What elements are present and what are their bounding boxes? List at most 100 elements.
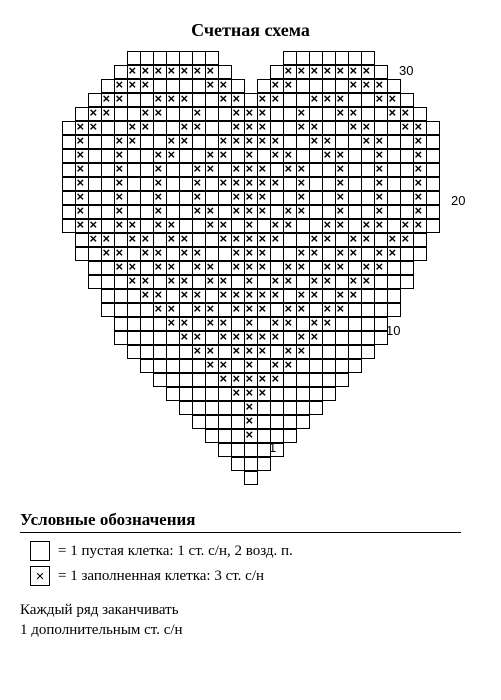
filled-cell — [153, 219, 167, 233]
filled-cell — [283, 275, 297, 289]
empty-cell — [127, 93, 141, 107]
filled-cell — [309, 289, 323, 303]
spacer — [322, 415, 336, 429]
empty-cell — [140, 191, 154, 205]
empty-cell — [335, 331, 349, 345]
spacer — [413, 415, 427, 429]
empty-cell — [192, 415, 206, 429]
empty-cell — [322, 359, 336, 373]
empty-cell — [192, 387, 206, 401]
empty-cell — [166, 359, 180, 373]
empty-cell — [296, 219, 310, 233]
row-number-label: 10 — [386, 323, 400, 338]
spacer — [75, 303, 89, 317]
empty-cell — [231, 429, 245, 443]
filled-cell — [361, 79, 375, 93]
spacer — [218, 51, 232, 65]
spacer — [374, 345, 388, 359]
empty-cell — [296, 135, 310, 149]
empty-cell — [179, 163, 193, 177]
spacer — [335, 401, 349, 415]
empty-cell — [348, 359, 362, 373]
filled-cell — [322, 233, 336, 247]
empty-cell — [374, 303, 388, 317]
spacer — [335, 415, 349, 429]
spacer — [270, 51, 284, 65]
empty-cell — [322, 345, 336, 359]
filled-cell — [309, 135, 323, 149]
spacer — [88, 415, 102, 429]
row-number-label: 1 — [269, 440, 276, 455]
empty-cell — [361, 149, 375, 163]
spacer — [270, 457, 284, 471]
spacer — [426, 261, 440, 275]
legend-title: Условные обозначения — [20, 510, 461, 533]
empty-cell — [257, 401, 271, 415]
empty-cell — [140, 303, 154, 317]
spacer — [75, 373, 89, 387]
filled-cell — [218, 233, 232, 247]
spacer — [413, 261, 427, 275]
empty-cell — [387, 205, 401, 219]
empty-cell — [179, 373, 193, 387]
empty-cell — [387, 303, 401, 317]
empty-cell — [309, 359, 323, 373]
spacer — [75, 289, 89, 303]
spacer — [348, 415, 362, 429]
spacer — [335, 471, 349, 485]
filled-cell — [335, 303, 349, 317]
spacer — [62, 79, 76, 93]
spacer — [296, 457, 310, 471]
spacer — [62, 233, 76, 247]
empty-cell — [166, 387, 180, 401]
spacer — [244, 51, 258, 65]
filled-cell — [205, 317, 219, 331]
empty-cell — [426, 205, 440, 219]
spacer — [127, 387, 141, 401]
spacer — [413, 443, 427, 457]
spacer — [413, 65, 427, 79]
empty-cell — [348, 191, 362, 205]
chart-row — [62, 429, 439, 443]
empty-cell — [322, 331, 336, 345]
spacer — [426, 289, 440, 303]
spacer — [374, 373, 388, 387]
spacer — [348, 429, 362, 443]
empty-cell — [101, 275, 115, 289]
empty-cell — [114, 275, 128, 289]
empty-cell — [218, 107, 232, 121]
empty-cell — [62, 177, 76, 191]
spacer — [75, 401, 89, 415]
spacer — [114, 359, 128, 373]
empty-cell — [348, 331, 362, 345]
empty-cell — [361, 345, 375, 359]
filled-cell — [166, 317, 180, 331]
filled-cell — [348, 247, 362, 261]
spacer — [387, 387, 401, 401]
spacer — [309, 471, 323, 485]
empty-cell — [361, 331, 375, 345]
empty-cell — [218, 191, 232, 205]
spacer — [426, 359, 440, 373]
spacer — [114, 51, 128, 65]
empty-cell — [192, 401, 206, 415]
spacer — [400, 79, 414, 93]
empty-cell — [140, 317, 154, 331]
footer-line: Каждый ряд заканчивать — [20, 601, 481, 621]
empty-cell — [257, 457, 271, 471]
spacer — [400, 303, 414, 317]
empty-cell — [309, 205, 323, 219]
spacer — [426, 275, 440, 289]
spacer — [140, 401, 154, 415]
spacer — [413, 93, 427, 107]
empty-cell — [335, 317, 349, 331]
spacer — [426, 317, 440, 331]
empty-cell — [283, 233, 297, 247]
empty-cell — [205, 401, 219, 415]
spacer — [62, 443, 76, 457]
filled-cell — [179, 331, 193, 345]
spacer — [88, 345, 102, 359]
footer-note: Каждый ряд заканчивать1 дополнительным с… — [20, 601, 481, 640]
filled-cell — [270, 93, 284, 107]
empty-cell — [140, 149, 154, 163]
